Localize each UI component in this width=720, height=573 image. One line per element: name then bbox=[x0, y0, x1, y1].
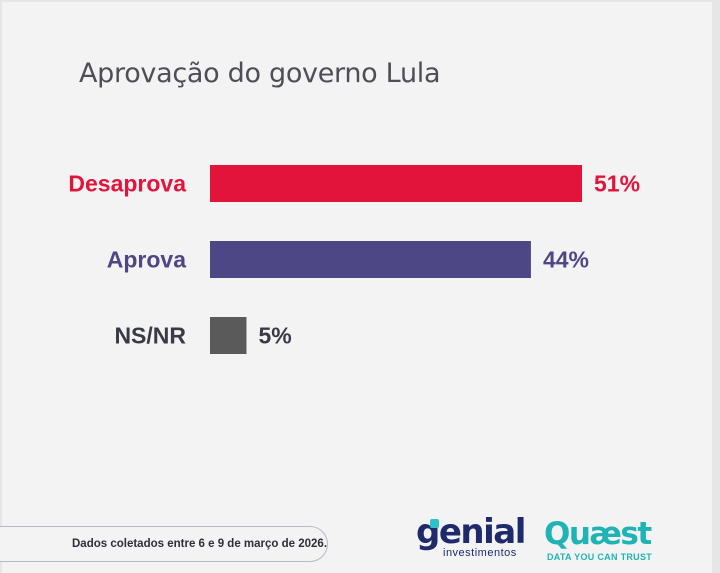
genial-logo-dot bbox=[430, 519, 439, 528]
quaest-logo-sub: DATA YOU CAN TRUST bbox=[547, 552, 653, 562]
value-label-ns-nr: 5% bbox=[258, 323, 291, 349]
category-label-desaprova: Desaprova bbox=[68, 171, 186, 197]
footer-note-pill bbox=[0, 526, 328, 562]
bar-desaprova bbox=[210, 165, 582, 202]
value-label-desaprova: 51% bbox=[594, 171, 640, 197]
genial-logo: genial investimentos bbox=[416, 512, 531, 562]
genial-logo-sub: investimentos bbox=[443, 547, 517, 559]
bar-ns-nr bbox=[210, 317, 247, 354]
quaest-logo-word: Quæst bbox=[544, 516, 652, 552]
footer-note: Dados coletados entre 6 e 9 de março de … bbox=[72, 538, 328, 550]
chart-title: Aprovação do governo Lula bbox=[79, 58, 441, 89]
value-label-aprova: 44% bbox=[543, 247, 589, 273]
category-label-aprova: Aprova bbox=[107, 247, 186, 273]
bar-aprova bbox=[210, 241, 531, 278]
quaest-logo: Quæst DATA YOU CAN TRUST bbox=[544, 516, 654, 564]
genial-logo-word: genial bbox=[416, 512, 526, 552]
category-label-ns-nr: NS/NR bbox=[114, 323, 186, 349]
